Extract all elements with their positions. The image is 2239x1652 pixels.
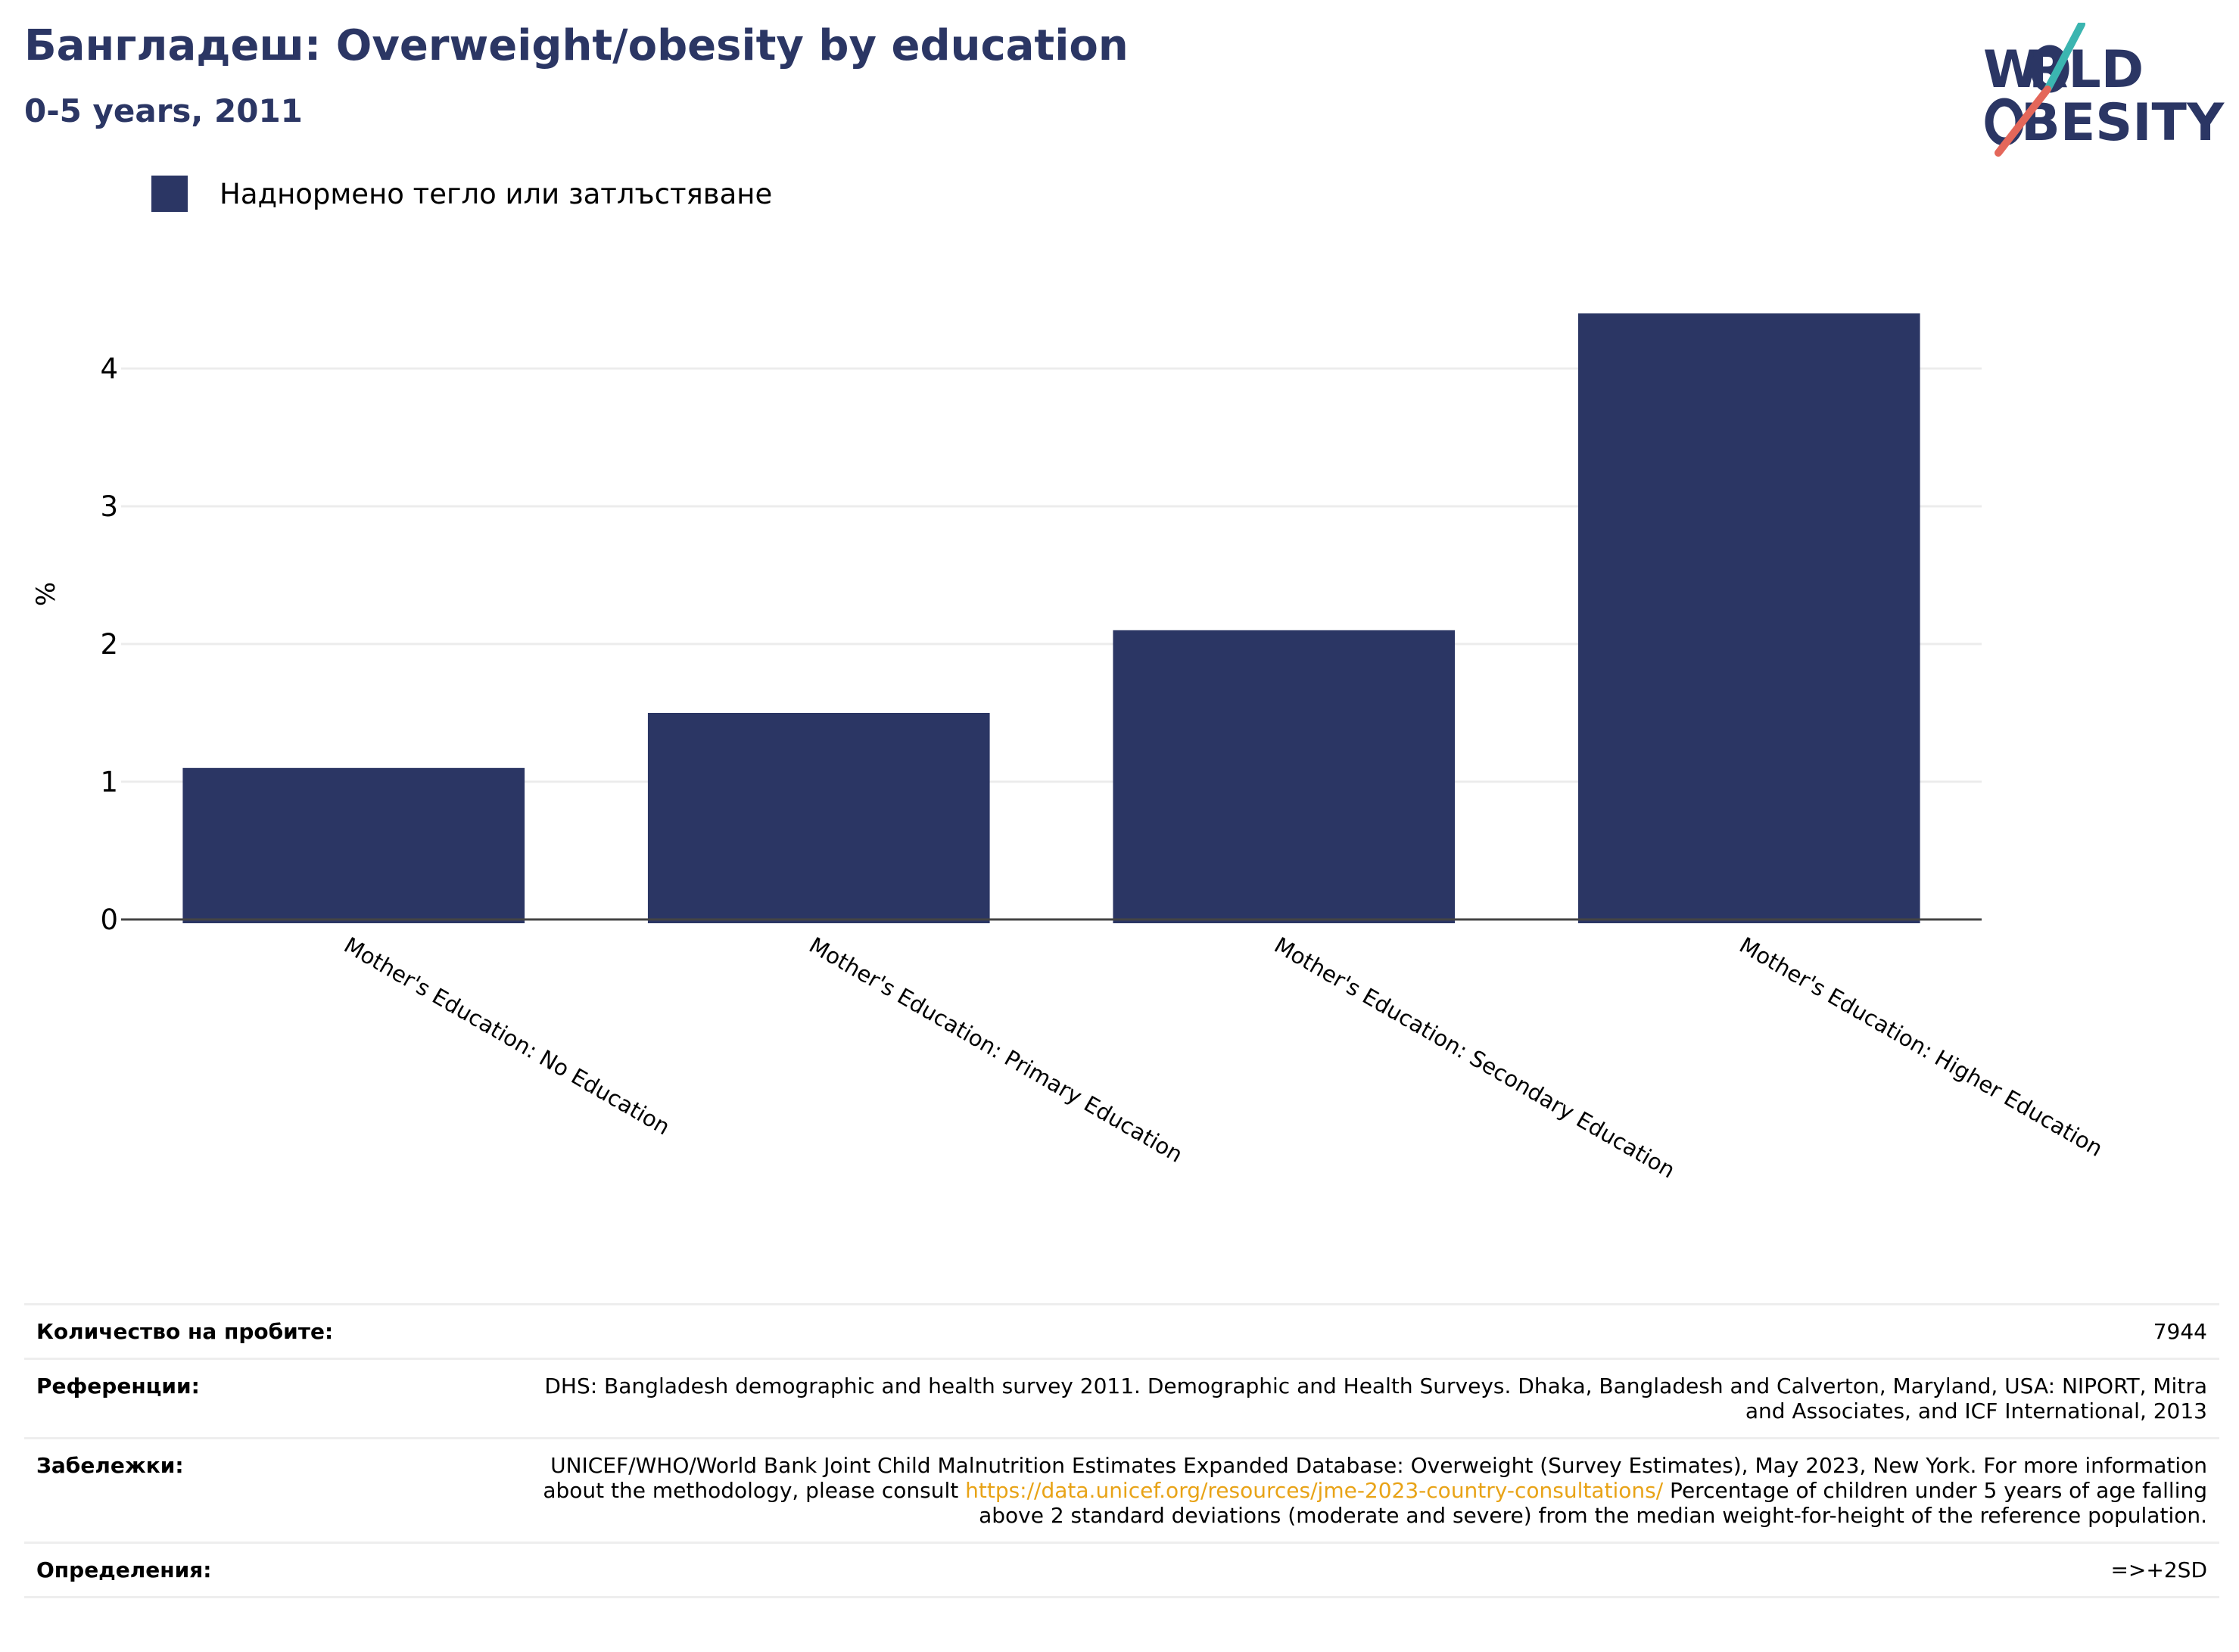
y-tick-label: 1 xyxy=(100,766,118,798)
y-tick-label: 2 xyxy=(100,628,118,661)
definitions-label: Определения: xyxy=(36,1557,212,1582)
world-obesity-logo: W RLD BESITY xyxy=(1983,23,2225,157)
legend-swatch xyxy=(151,176,188,212)
sample-size-label: Количество на пробите: xyxy=(36,1319,334,1344)
references-label: Референции: xyxy=(36,1374,200,1398)
y-tick-label: 0 xyxy=(100,904,118,936)
x-tick-label: Mother's Education: Secondary Education xyxy=(1270,932,1680,1184)
y-axis-label: % xyxy=(31,582,61,606)
notes-link[interactable]: https://data.unicef.org/resources/jme-20… xyxy=(965,1478,1664,1503)
bar-chart: 0 1 2 3 4% Mother's Education: No Education Mo… xyxy=(31,313,2107,1184)
svg-text:W: W xyxy=(1983,40,2038,100)
meta-row-sample: Количество на пробите: 7944 xyxy=(24,1303,2219,1358)
definitions-value: =>+2SD xyxy=(2110,1557,2207,1582)
meta-row-references: Референции: DHS: Bangladesh demographic … xyxy=(24,1358,2219,1437)
sample-size-value: 7944 xyxy=(2153,1319,2207,1344)
bar xyxy=(1577,313,1920,923)
x-tick-label: Mother's Education: Higher Education xyxy=(1735,932,2107,1162)
chart-title: Бангладеш: Overweight/obesity by educati… xyxy=(24,21,1129,70)
bar xyxy=(182,767,525,923)
references-value: DHS: Bangladesh demographic and health s… xyxy=(544,1374,2207,1423)
svg-text:BESITY: BESITY xyxy=(2021,93,2225,153)
chart-subtitle: 0-5 years, 2011 xyxy=(24,92,303,129)
notes-text-suffix: Percentage of children under 5 years of … xyxy=(979,1478,2207,1528)
notes-text: UNICEF/WHO/World Bank Joint Child Malnut… xyxy=(543,1453,2207,1503)
legend-label: Наднормено тегло или затлъстяване xyxy=(220,177,773,210)
legend: Наднормено тегло или затлъстяване xyxy=(151,176,772,212)
notes-value: UNICEF/WHO/World Bank Joint Child Malnut… xyxy=(542,1453,2207,1528)
x-tick-label: Mother's Education: No Education xyxy=(340,932,674,1140)
meta-row-definitions: Определения: =>+2SD xyxy=(24,1542,2219,1598)
bar xyxy=(1113,630,1456,923)
metadata-table: Количество на пробите: 7944 Референции: … xyxy=(24,1303,2219,1598)
y-tick-label: 4 xyxy=(100,353,118,385)
notes-label: Забележки: xyxy=(36,1453,184,1478)
x-tick-label: Mother's Education: Primary Education xyxy=(805,932,1187,1168)
meta-row-notes: Забележки: UNICEF/WHO/World Bank Joint C… xyxy=(24,1437,2219,1542)
y-tick-label: 3 xyxy=(100,490,118,523)
bar xyxy=(647,713,990,923)
